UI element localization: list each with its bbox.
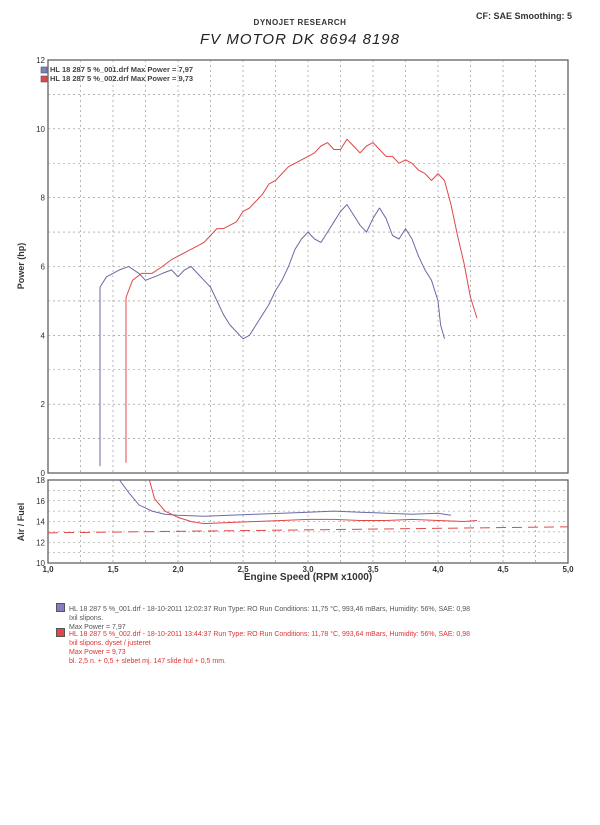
afr-y-tick-label: 14 <box>36 518 45 527</box>
x-axis-label: Engine Speed (RPM x1000) <box>244 572 372 583</box>
afr-y-tick-label: 12 <box>36 538 45 547</box>
afr-y-tick-label: 18 <box>36 476 45 485</box>
company-name: DYNOJET RESEARCH <box>253 18 347 27</box>
legend-swatch-2 <box>40 75 48 83</box>
dyno-settings: CF: SAE Smoothing: 5 <box>476 11 572 21</box>
afr-reference-line <box>47 526 569 534</box>
page-title: FV MOTOR DK 8694 8198 <box>200 31 400 48</box>
power-y-tick-label: 0 <box>41 469 46 478</box>
dyno-chart: 0 2 4 6 8 10 12 10 12 14 16 18 1,0 1,5 2,0 2,5 3,0 3,5 4,0… <box>16 56 574 583</box>
legend-entry-2: HL 18 287 5 %_002.drf Max Power = 9,73 <box>50 74 193 83</box>
power-axis-label: Power (hp) <box>16 243 26 290</box>
power-series-1 <box>99 204 445 467</box>
x-tick-label: 1,0 <box>42 565 54 574</box>
afr-axis-label: Air / Fuel <box>16 503 26 542</box>
power-series-2 <box>125 138 478 463</box>
run-info-2-line3: Max Power = 9,73 <box>69 649 126 656</box>
x-tick-label: 1,5 <box>107 565 119 574</box>
x-tick-label: 4,0 <box>432 565 444 574</box>
power-y-tick-label: 6 <box>41 263 46 272</box>
run-info-2-line1: HL 18 287 5 %_002.drf - 18-10-2011 13:44… <box>69 631 470 638</box>
x-tick-label: 2,0 <box>172 565 184 574</box>
legend-swatch-1 <box>40 66 48 74</box>
x-tick-label: 3,0 <box>302 565 314 574</box>
run-info-2-line4: bl. 2,5 n. + 0,5 + slebet mj. 147 slide … <box>69 658 227 665</box>
power-y-tick-label: 4 <box>41 331 46 340</box>
x-tick-label: 5,0 <box>562 565 574 574</box>
x-tick-label: 4,5 <box>497 565 509 574</box>
afr-series-1 <box>119 479 452 517</box>
x-tick-label: 3,5 <box>367 565 379 574</box>
legend-entry-1: HL 18 287 5 %_001.drf Max Power = 7,97 <box>50 65 193 74</box>
run-swatch-2 <box>56 628 65 637</box>
power-y-tick-label: 2 <box>41 400 46 409</box>
run-info-1: HL 18 287 5 %_001.drf - 18-10-2011 12:02… <box>56 603 470 632</box>
run-swatch-1 <box>56 603 65 612</box>
power-y-tick-label: 10 <box>36 125 45 134</box>
power-y-tick-label: 12 <box>36 56 45 65</box>
run-info-1-line1: HL 18 287 5 %_001.drf - 18-10-2011 12:02… <box>69 606 470 613</box>
chart-legend: HL 18 287 5 %_001.drf Max Power = 7,97 H… <box>40 65 193 83</box>
power-y-tick-label: 8 <box>41 194 46 203</box>
x-tick-label: 2,5 <box>237 565 249 574</box>
afr-y-tick-label: 16 <box>36 497 45 506</box>
run-info-2: HL 18 287 5 %_002.drf - 18-10-2011 13:44… <box>56 628 470 666</box>
afr-y-tick-label: 10 <box>36 559 45 568</box>
afr-series-2 <box>148 479 478 525</box>
run-info-2-line2: Ixil slipons. dyset / justeret <box>69 640 151 647</box>
run-info-1-line3: Max Power = 7,97 <box>69 624 126 631</box>
run-info-1-line2: Ixil slipons. <box>69 615 104 622</box>
